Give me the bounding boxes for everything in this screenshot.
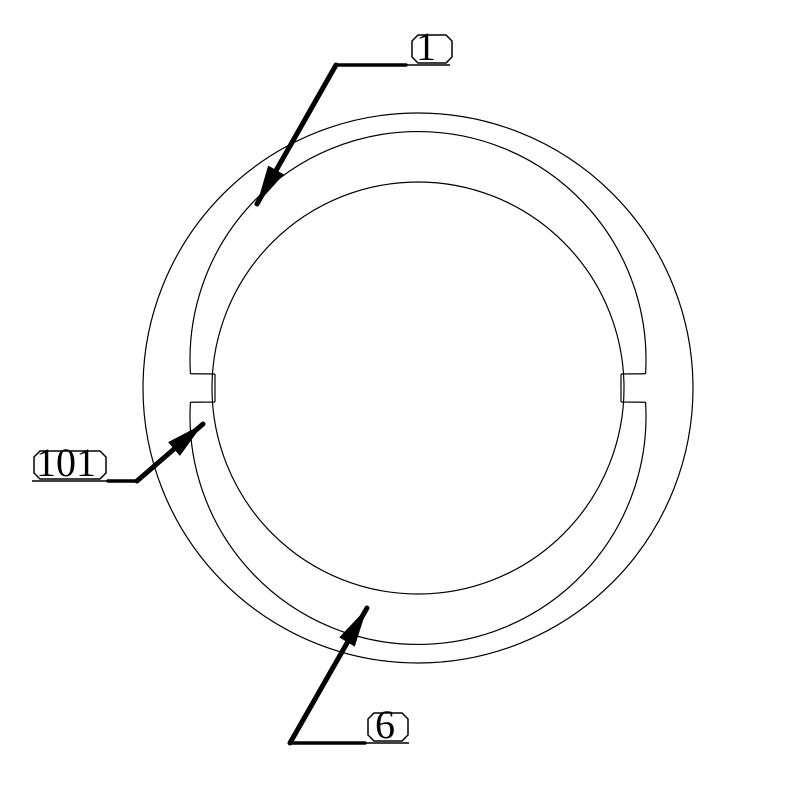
notch-right [621,374,646,402]
label-six-text: 6 [375,702,395,747]
outer-ring [143,113,693,663]
arrowhead [339,608,367,647]
label-one01-text: 101 [36,440,96,485]
middle-ring-upper-arc [190,132,646,374]
middle-ring-lower-arc [190,402,646,644]
inner-ring [212,182,624,594]
label-one-text: 1 [416,24,436,69]
arrowhead [257,166,284,204]
notch-left [190,374,215,402]
